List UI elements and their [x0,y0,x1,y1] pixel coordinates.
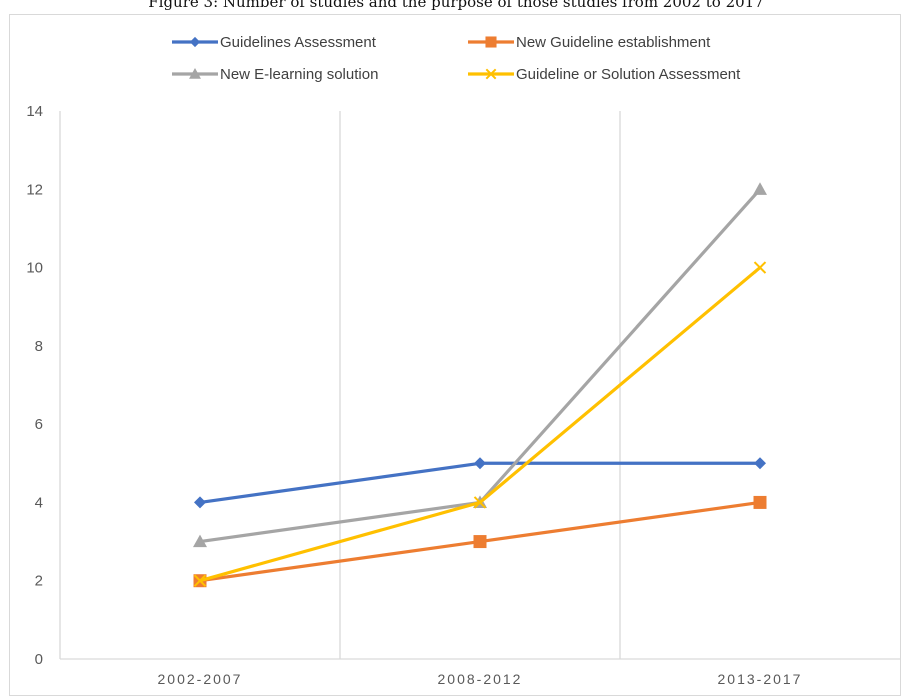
y-tick-label: 10 [26,260,43,277]
figure-caption: Figure 3: Number of studies and the purp… [0,0,912,18]
legend-label: New Guideline establishment [516,34,711,51]
legend-item-guideline-or-solution-assessment: Guideline or Solution Assessment [468,66,741,83]
x-tick-label: 2002-2007 [158,671,243,687]
y-tick-label: 4 [35,494,43,511]
data-point-guidelines-assessment [194,496,206,509]
legend-item-guidelines-assessment: Guidelines Assessment [172,34,377,51]
x-marker [485,68,497,80]
legend-label: Guidelines Assessment [220,34,377,51]
data-point-guidelines-assessment [754,457,766,470]
x-tick-label: 2008-2012 [438,671,523,687]
gridlines [339,111,621,659]
y-tick-label: 2 [35,573,43,590]
chart-area: Guidelines Assessment New Guideline estab… [9,14,901,696]
legend-item-new-e-learning-solution: New E-learning solution [172,66,378,83]
x-axis: 2002-2007 2008-2012 2013-2017 [60,658,900,687]
y-axis: 0 2 4 6 8 10 12 14 [26,103,61,668]
data-point-new-e-learning-solution [193,534,207,548]
series-guidelines-assessment [194,457,766,509]
y-tick-label: 8 [35,338,43,355]
line-chart: Guidelines Assessment New Guideline estab… [26,34,900,687]
data-point-guideline-or-solution-assessment [753,261,767,274]
data-point-guideline-or-solution-assessment [473,496,487,509]
series-new-guideline-establishment [193,495,767,588]
series-guideline-or-solution-assessment [193,261,767,587]
x-tick-label: 2013-2017 [718,671,803,687]
legend-label: Guideline or Solution Assessment [516,66,741,83]
data-point-guideline-or-solution-assessment [193,574,207,587]
y-tick-label: 12 [26,181,43,198]
data-point-new-guideline-establishment [473,535,487,549]
series-line [199,266,762,583]
square-marker [485,36,497,48]
y-tick-label: 14 [26,103,43,120]
data-point-new-e-learning-solution [753,182,767,195]
legend-label: New E-learning solution [220,66,378,83]
data-point-new-guideline-establishment [753,495,767,509]
legend-item-new-guideline-establishment: New Guideline establishment [468,34,711,51]
chart-legend: Guidelines Assessment New Guideline estab… [172,34,741,83]
figure-caption-text: Figure 3: Number of studies and the purp… [148,0,764,11]
diamond-marker [189,36,201,48]
series-line [199,188,762,544]
data-point-guidelines-assessment [474,457,486,470]
y-tick-label: 0 [35,651,43,668]
plot-series [193,182,767,588]
y-tick-label: 6 [35,416,43,433]
triangle-marker [189,68,201,79]
